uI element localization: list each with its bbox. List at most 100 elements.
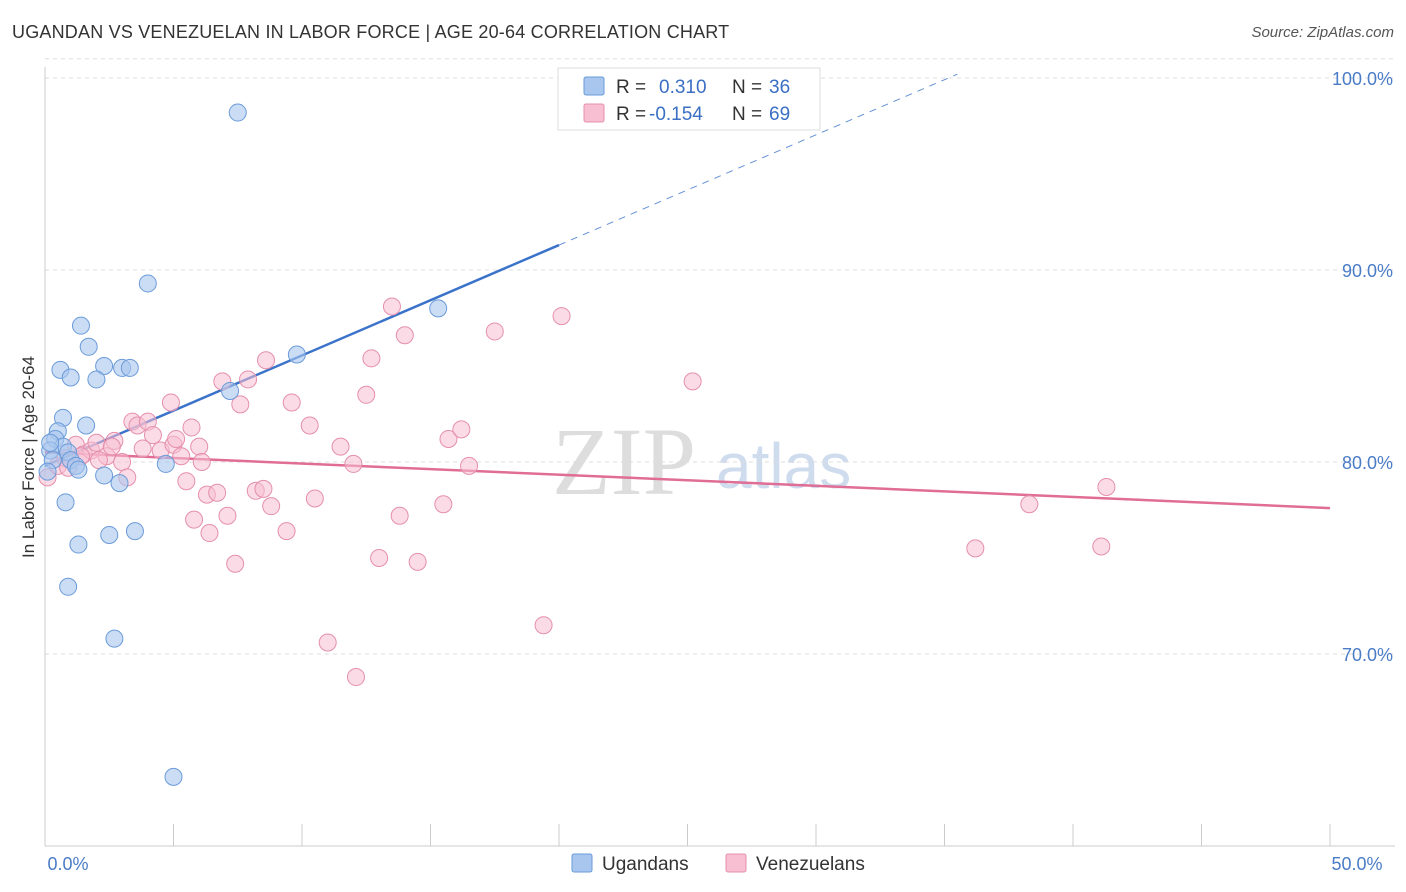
point-ugandans-12	[221, 381, 240, 400]
point-ugandans-29	[100, 525, 119, 544]
point-venezuelans-48	[395, 326, 414, 345]
point-venezuelans-36	[282, 393, 301, 412]
point-ugandans-27	[56, 493, 75, 512]
point-ugandans-5	[287, 345, 306, 364]
point-venezuelans-32	[254, 479, 273, 498]
point-venezuelans-34	[262, 497, 281, 516]
point-venezuelans-37	[300, 416, 319, 435]
point-venezuelans-38	[305, 489, 324, 508]
legend-n-label-ugandans: N =	[732, 77, 762, 98]
point-venezuelans-60	[1092, 537, 1111, 556]
legend-n-label-venezuelans: N =	[732, 104, 762, 125]
point-ugandans-34	[69, 460, 88, 479]
legend-r-value-venezuelans: -0.154	[649, 104, 703, 125]
point-venezuelans-20	[182, 418, 201, 437]
point-ugandans-23	[156, 454, 175, 473]
bottom-legend-label-ugandans: Ugandans	[602, 854, 689, 875]
point-venezuelans-43	[357, 385, 376, 404]
trend-line-venezuelans	[44, 451, 1331, 510]
legend-r-value-ugandans: 0.310	[659, 77, 707, 98]
point-ugandans-24	[38, 462, 57, 481]
point-venezuelans-27	[218, 506, 237, 525]
point-venezuelans-59	[1020, 495, 1039, 514]
point-venezuelans-9	[113, 453, 132, 471]
point-venezuelans-54	[485, 322, 504, 341]
point-ugandans-35	[41, 433, 60, 452]
point-venezuelans-40	[331, 437, 350, 456]
point-venezuelans-41	[344, 454, 363, 473]
point-venezuelans-66	[167, 429, 186, 448]
point-venezuelans-19	[177, 472, 196, 491]
point-venezuelans-53	[460, 456, 479, 475]
point-venezuelans-68	[102, 437, 121, 456]
point-venezuelans-52	[452, 420, 471, 439]
point-ugandans-25	[95, 466, 114, 485]
y-axis-label: In Labor Force | Age 20-64	[19, 356, 38, 558]
point-ugandans-0	[228, 103, 247, 122]
point-venezuelans-51	[439, 429, 458, 448]
gridlines	[45, 58, 1395, 655]
point-venezuelans-29	[231, 395, 250, 414]
legend-swatch-venezuelans	[583, 103, 605, 123]
point-venezuelans-62	[89, 451, 108, 470]
point-ugandans-10	[120, 358, 139, 377]
legend-r-label-ugandans: R =	[616, 77, 646, 98]
y-tick-label-80: 80.0%	[1342, 453, 1393, 473]
point-venezuelans-35	[277, 522, 296, 541]
point-ugandans-3	[71, 316, 90, 335]
point-ugandans-7	[61, 368, 80, 387]
point-venezuelans-14	[143, 426, 162, 445]
point-venezuelans-47	[390, 506, 409, 525]
point-ugandans-1	[138, 274, 157, 293]
point-venezuelans-49	[408, 552, 427, 571]
point-venezuelans-61	[1097, 477, 1116, 496]
point-ugandans-32	[105, 629, 124, 648]
point-ugandans-26	[110, 474, 129, 493]
source-credit: Source: ZipAtlas.com	[1251, 24, 1394, 41]
point-ugandans-31	[59, 577, 78, 596]
point-ugandans-8	[95, 357, 114, 375]
point-ugandans-14	[77, 416, 96, 435]
data-points	[38, 103, 1116, 786]
point-venezuelans-45	[370, 549, 389, 567]
bottom-legend-swatch-ugandans	[571, 853, 593, 873]
series-legend: Ugandans Venezuelans	[571, 853, 865, 875]
tick-labels: 70.0% 80.0% 90.0% 100.0% 0.0% 50.0%	[47, 69, 1393, 874]
point-venezuelans-39	[318, 633, 337, 652]
point-venezuelans-18	[172, 447, 191, 466]
watermark-atlas: atlas	[716, 430, 851, 502]
point-ugandans-33	[164, 767, 183, 786]
point-venezuelans-57	[683, 372, 702, 391]
y-tick-label-90: 90.0%	[1342, 261, 1393, 281]
point-venezuelans-21	[185, 510, 204, 529]
point-ugandans-2	[429, 299, 448, 318]
point-ugandans-4	[79, 337, 98, 356]
point-venezuelans-42	[346, 668, 365, 687]
legend-n-value-venezuelans: 69	[769, 104, 790, 125]
y-tick-label-70: 70.0%	[1342, 645, 1393, 665]
legend-n-value-ugandans: 36	[769, 77, 790, 98]
stats-legend: R = 0.310 N = 36 R = -0.154 N = 69	[557, 67, 821, 131]
point-venezuelans-46	[382, 297, 401, 316]
chart-title: UGANDAN VS VENEZUELAN IN LABOR FORCE | A…	[12, 22, 730, 42]
point-venezuelans-24	[200, 524, 219, 543]
point-venezuelans-50	[434, 495, 453, 514]
point-venezuelans-25	[208, 483, 227, 502]
bottom-legend-swatch-venezuelans	[725, 853, 747, 873]
point-ugandans-11	[87, 370, 106, 389]
point-venezuelans-30	[239, 370, 258, 389]
point-venezuelans-55	[534, 616, 553, 635]
point-venezuelans-33	[257, 351, 276, 370]
point-ugandans-28	[125, 522, 144, 541]
point-ugandans-30	[69, 535, 88, 554]
bottom-legend-label-venezuelans: Venezuelans	[756, 854, 865, 875]
point-venezuelans-58	[966, 539, 985, 558]
y-tick-label-100: 100.0%	[1332, 69, 1393, 89]
legend-r-label-venezuelans: R =	[616, 104, 646, 125]
x-tick-label-0: 0.0%	[47, 854, 88, 874]
point-venezuelans-65	[133, 439, 152, 458]
point-venezuelans-22	[190, 437, 209, 456]
point-venezuelans-67	[192, 453, 211, 471]
point-venezuelans-16	[161, 393, 180, 412]
